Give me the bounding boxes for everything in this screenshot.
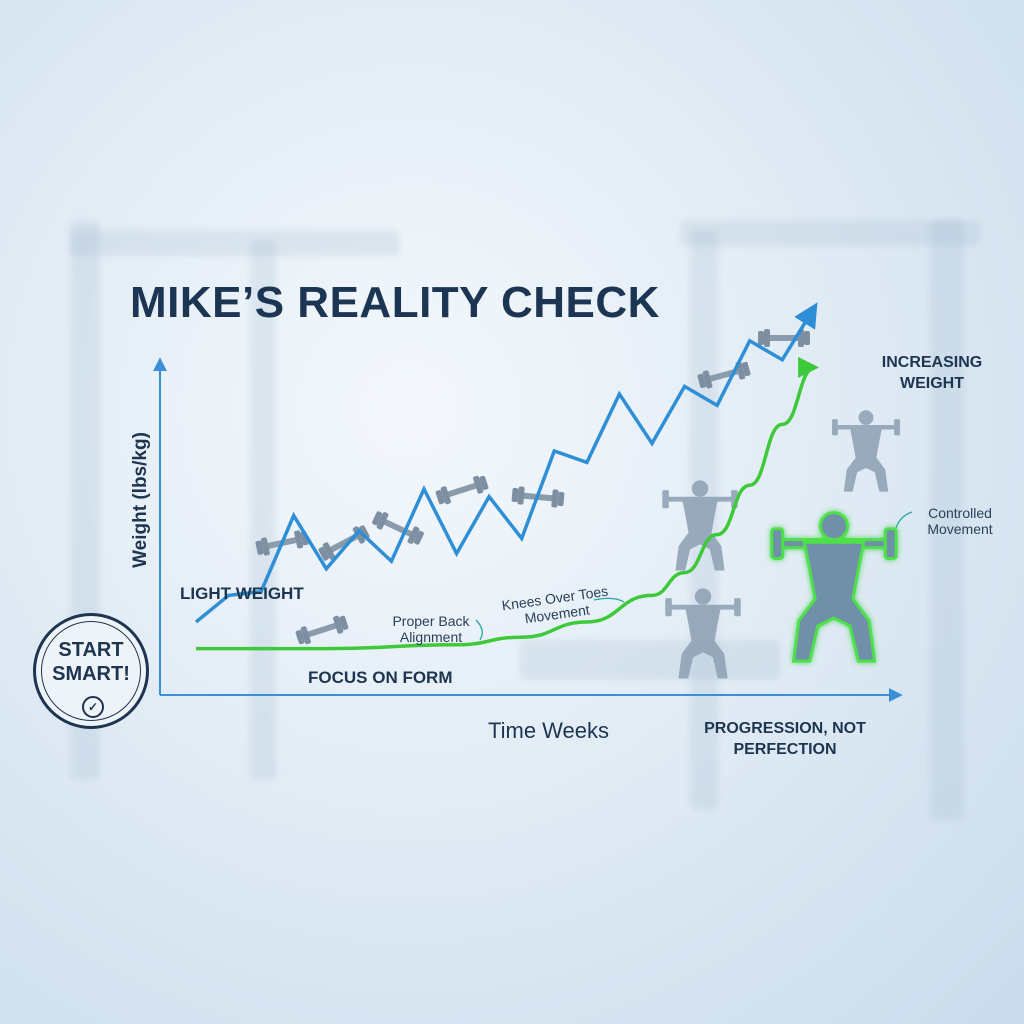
legend-increasing-weight: INCREASING WEIGHT: [881, 354, 983, 392]
annotation-progression: PROGRESSION, NOT PERFECTION: [704, 720, 866, 758]
x-axis-label: Time Weeks: [488, 718, 610, 743]
annotation-pointer-back: [475, 619, 483, 641]
stamp-text: START SMART!: [52, 639, 130, 685]
annotation-focus-form: FOCUS ON FORM: [308, 668, 453, 687]
gym-background-bench: [520, 640, 780, 680]
dumbbell-icon: [316, 522, 372, 564]
series-line-form: [196, 356, 820, 651]
annotation-pointer-controlled: [895, 511, 913, 529]
annotation-controlled-movement: Controlled Movement: [927, 505, 993, 537]
page-title: MIKE’S REALITY CHECK: [130, 278, 660, 327]
stamp-ring: [41, 621, 141, 721]
start-smart-stamp: START SMART! ✓: [33, 613, 149, 729]
gym-background-bar-left: [70, 230, 400, 256]
dumbbell-icon: [434, 473, 490, 507]
dumbbell-icon: [758, 329, 810, 347]
dumbbell-icon: [696, 359, 752, 391]
annotation-light-weight: LIGHT WEIGHT: [180, 584, 304, 603]
dumbbell-icon: [294, 613, 350, 647]
check-circle-icon: ✓: [82, 696, 104, 718]
y-axis-label: Weight (lbs/kg): [130, 432, 151, 568]
series-line-weight: [194, 302, 818, 624]
squat-figure-icon: [665, 588, 741, 679]
annotation-pointer-knees: [593, 597, 625, 603]
squat-figure-icon: [831, 410, 901, 492]
gym-background-rack-right: [680, 220, 980, 246]
annotation-proper-back: Proper Back Alignment: [392, 613, 470, 645]
squat-figure-glowing-icon: [770, 511, 898, 663]
dumbbell-icon: [370, 508, 426, 548]
gym-background-post-right: [930, 220, 964, 820]
gym-background-rack-mid: [250, 240, 276, 780]
